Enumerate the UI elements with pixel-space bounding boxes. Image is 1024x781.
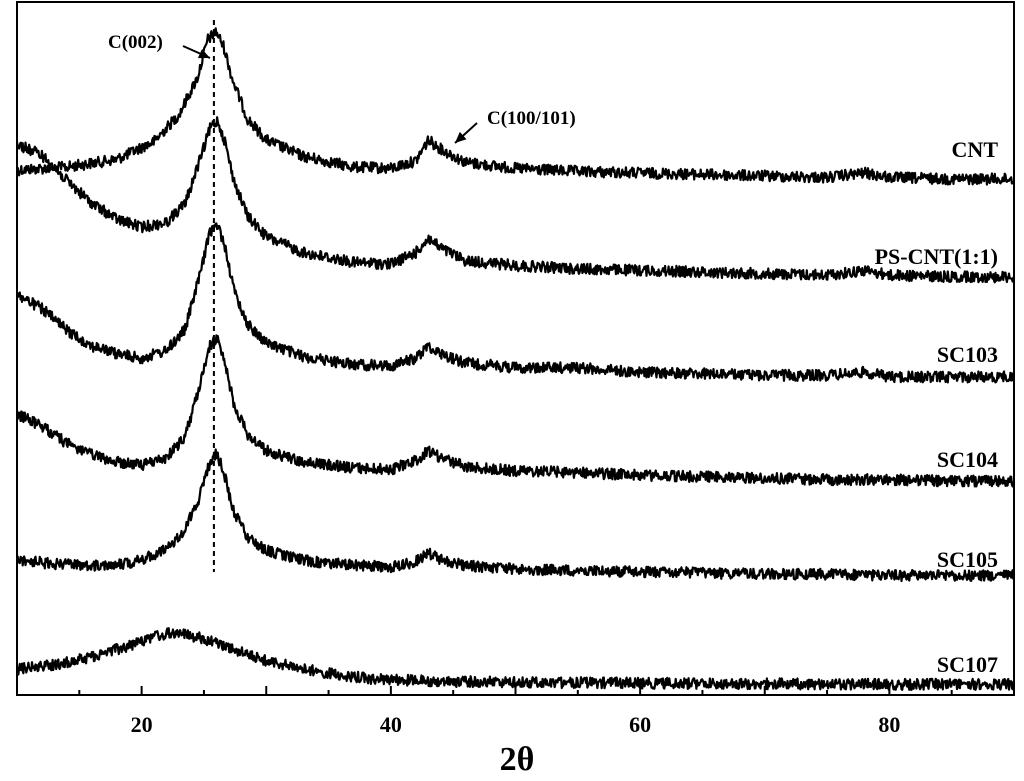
annotation-c100-101: C(100/101) xyxy=(487,108,576,129)
series-label: PS-CNT(1:1) xyxy=(875,244,998,269)
series-layer xyxy=(15,27,1016,691)
series-label: SC105 xyxy=(937,547,998,572)
series-line-sc107 xyxy=(15,627,1016,691)
peak-annotations: C(002) C(100/101) xyxy=(108,32,576,144)
x-axis-label: 2θ xyxy=(500,741,535,778)
x-axis-ticks: 20 40 60 80 xyxy=(16,686,1015,737)
series-labels: CNT PS-CNT(1:1) SC103 SC104 SC105 SC107 xyxy=(875,137,999,677)
series-label: SC107 xyxy=(937,652,998,677)
series-line-sc103 xyxy=(16,222,1016,384)
series-line-cnt xyxy=(15,27,1015,186)
x-tick-label: 80 xyxy=(878,712,900,737)
annotation-c002: C(002) xyxy=(108,32,163,53)
x-tick-label: 60 xyxy=(629,712,651,737)
x-tick-label: 20 xyxy=(131,712,153,737)
series-line-ps-cnt-1-1- xyxy=(15,116,1015,284)
arrowhead-c100-101 xyxy=(455,131,467,143)
series-label: CNT xyxy=(952,137,999,162)
series-line-sc104 xyxy=(15,334,1015,488)
series-label: SC104 xyxy=(937,447,998,472)
series-line-sc105 xyxy=(15,448,1016,583)
series-label: SC103 xyxy=(937,342,998,367)
arrowhead-c002 xyxy=(197,49,210,59)
x-tick-label: 40 xyxy=(380,712,402,737)
